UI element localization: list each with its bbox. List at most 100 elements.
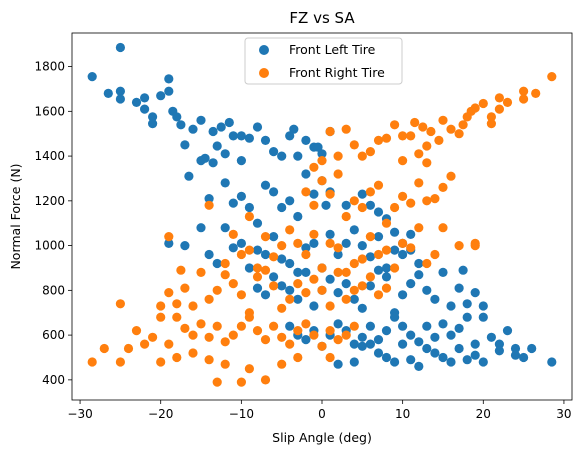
front-right-point-137	[180, 323, 190, 333]
front-right-point-104	[236, 290, 246, 300]
front-right-point-47	[365, 187, 375, 197]
front-left-point-44	[220, 178, 230, 188]
front-left-point-61	[180, 241, 190, 251]
front-right-point-97	[293, 279, 303, 289]
front-right-point-160	[325, 352, 335, 363]
front-left-point-120	[285, 321, 295, 331]
front-left-point-155	[381, 352, 392, 363]
y-tick-label-5: 1400	[34, 149, 65, 163]
front-left-point-72	[277, 254, 287, 264]
front-left-point-17	[188, 124, 198, 134]
front-left-point-159	[414, 361, 424, 371]
front-right-point-117	[341, 330, 351, 340]
front-left-point-143	[470, 339, 480, 349]
legend-label-front-right: Front Right Tire	[289, 65, 385, 80]
front-left-point-103	[357, 303, 367, 313]
points-layer	[87, 42, 557, 387]
front-left-point-50	[260, 180, 271, 190]
front-left-point-32	[285, 131, 295, 141]
front-right-point-138	[172, 312, 182, 322]
front-right-point-157	[260, 375, 271, 385]
front-right-point-41	[406, 198, 416, 208]
front-right-point-68	[357, 254, 367, 264]
front-right-point-17	[434, 135, 444, 145]
front-left-point-78	[325, 229, 335, 239]
front-right-point-67	[365, 232, 375, 242]
front-right-point-146	[99, 343, 109, 354]
front-left-point-94	[285, 285, 295, 295]
front-right-point-72	[325, 238, 335, 248]
front-right-point-39	[422, 158, 432, 168]
front-right-point-78	[277, 241, 287, 251]
front-left-point-31	[277, 151, 287, 161]
front-right-point-81	[252, 263, 263, 273]
y-tick-label-6: 1600	[34, 104, 65, 118]
front-left-point-139	[438, 319, 448, 329]
front-left-point-96	[301, 267, 311, 277]
front-left-point-62	[196, 223, 206, 233]
front-left-point-147	[502, 326, 513, 336]
front-right-point-141	[148, 332, 158, 342]
front-right-point-13	[458, 120, 468, 130]
front-right-point-83	[236, 249, 246, 260]
front-right-point-75	[301, 249, 311, 260]
front-right-point-6	[494, 104, 504, 114]
front-right-point-126	[269, 321, 279, 331]
front-right-point-33	[325, 126, 335, 137]
front-left-point-137	[422, 321, 432, 331]
front-right-point-147	[87, 357, 97, 367]
front-right-point-150	[172, 352, 182, 363]
front-right-point-49	[349, 196, 359, 206]
front-left-point-160	[422, 343, 432, 354]
front-right-point-124	[285, 339, 295, 349]
front-right-point-79	[269, 252, 279, 262]
front-right-point-52	[325, 189, 335, 199]
front-left-point-12	[164, 86, 174, 96]
front-left-point-38	[317, 149, 327, 159]
front-right-point-154	[220, 359, 230, 369]
front-left-point-144	[478, 312, 488, 322]
front-right-point-70	[341, 267, 351, 277]
front-right-point-12	[462, 112, 472, 122]
front-left-point-146	[494, 339, 504, 349]
front-right-point-57	[454, 241, 464, 251]
front-right-point-7	[486, 112, 496, 122]
front-left-point-93	[277, 281, 287, 291]
front-left-point-29	[260, 135, 271, 145]
y-tick-label-2: 800	[42, 283, 65, 297]
front-left-point-128	[349, 339, 359, 349]
front-right-point-29	[357, 151, 367, 161]
front-right-point-159	[293, 352, 303, 363]
front-right-point-46	[373, 180, 384, 190]
front-right-point-23	[406, 131, 416, 141]
front-left-point-47	[236, 191, 246, 201]
front-right-point-145	[115, 357, 125, 367]
front-left-point-85	[381, 263, 392, 273]
front-left-point-55	[301, 169, 311, 179]
front-right-point-153	[212, 377, 222, 387]
front-left-point-100	[333, 288, 343, 298]
front-left-point-135	[406, 330, 416, 340]
front-left-point-84	[373, 232, 384, 242]
front-right-point-9	[478, 98, 488, 109]
legend-marker-front-left	[259, 45, 269, 55]
front-left-point-69	[252, 245, 263, 255]
front-left-point-79	[333, 249, 343, 260]
front-left-point-105	[373, 265, 384, 275]
front-right-point-24	[398, 131, 408, 141]
front-right-point-165	[244, 211, 254, 222]
front-left-point-67	[236, 238, 246, 248]
front-right-point-144	[123, 343, 134, 354]
front-right-point-58	[438, 223, 448, 233]
front-right-point-2	[519, 86, 529, 96]
front-right-point-142	[140, 339, 150, 349]
front-right-point-40	[414, 178, 424, 188]
legend-box	[244, 37, 403, 85]
front-right-point-0	[547, 72, 557, 82]
front-left-point-75	[301, 243, 311, 253]
front-left-point-175	[373, 207, 384, 217]
front-left-point-115	[454, 283, 464, 293]
front-right-point-14	[454, 129, 464, 139]
front-right-point-114	[164, 288, 174, 298]
front-left-point-131	[373, 335, 384, 345]
